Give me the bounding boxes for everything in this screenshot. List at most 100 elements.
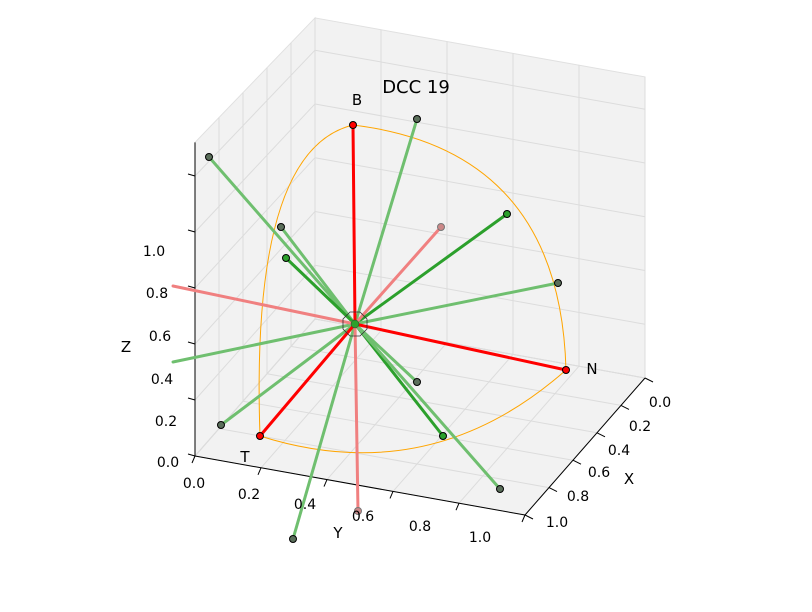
y-tick-mark [191,455,196,464]
neighbor-endpoint [554,279,562,287]
x-tick-label: 1.0 [546,515,568,531]
x-tick-mark [644,377,654,383]
z-tick-label: 0.4 [151,372,173,388]
neighbor-vector [353,212,509,326]
y-tick-mark [257,467,262,475]
neighbor-endpoint [439,432,447,440]
y-tick-mark [323,479,328,487]
z-tick-label: 0.8 [146,286,168,302]
grid-line [194,49,316,177]
z-tick-mark [187,285,196,289]
frame-vector-t [258,322,357,438]
x-axis-line [524,377,646,516]
y-tick-label: 1.0 [469,530,491,546]
x-tick-mark [620,404,630,410]
neighbor-endpoint [503,210,511,218]
x-tick-mark [524,514,534,520]
frame-endpoint [256,432,264,440]
frame-vector-minus-t [353,225,443,326]
neighbor-vector [284,256,357,326]
frame-label-b: B [352,91,362,109]
z-tick-label: 0.6 [149,329,171,345]
frame-endpoint-faded [354,507,362,515]
neighbor-vector [353,322,502,491]
x-tick-label: 0.6 [588,465,610,481]
y-tick-label: 0.8 [409,519,431,535]
y-tick-label: 0.4 [294,497,316,513]
z-tick-mark [187,397,196,401]
frame-endpoint [349,121,357,129]
neighbor-endpoint [277,223,285,231]
center-point [350,319,360,329]
z-tick-label: 1.0 [143,244,165,260]
y-tick-label: 0.2 [238,487,260,503]
neighbor-vector [171,322,357,364]
grid-line [266,373,598,434]
frame-endpoint-faded [437,223,445,231]
neighbor-endpoint [217,421,225,429]
z-tick-label: 0.2 [155,414,177,430]
neighbor-endpoint [282,254,290,262]
frame-vector-minus-n [171,284,357,326]
back-pane [314,17,646,379]
grid-line [194,264,316,401]
x-axis-label: X [624,470,634,488]
y-axis-line [194,455,526,516]
grid-line [194,157,316,289]
grid-line [194,103,316,233]
grid-line [314,210,646,271]
z-axis-label: Z [121,338,131,356]
x-tick-label: 0.4 [608,443,630,459]
frame-label-t: T [239,448,250,466]
neighbor-vector [353,117,419,326]
z-tick-label: 0.0 [157,455,179,471]
z-tick-mark [187,341,196,345]
grid-line [242,400,574,461]
grid-line [218,428,550,489]
x-tick-label: 0.8 [567,489,589,505]
grid-line [314,103,646,164]
x-tick-mark [548,487,558,493]
frame-vector-b [351,123,357,326]
y-tick-label: 0.0 [183,476,205,492]
y-tick-label: 0.6 [352,509,374,525]
neighbor-vector [291,322,357,541]
y-tick-mark [389,491,394,499]
grid-line [314,49,646,110]
arc-t-n [259,369,567,454]
grid-line [314,157,646,218]
neighbor-vector [353,281,560,326]
arc-b-n [352,124,567,371]
frame-vector-minus-b [353,322,360,513]
neighbor-vector [279,225,357,326]
y-tick-mark [455,503,460,511]
grid-line [194,318,316,457]
x-tick-label: 0.0 [649,395,671,411]
neighbor-endpoint [496,485,504,493]
frame-label-n: N [586,360,597,378]
grid-line [314,318,646,379]
neighbor-endpoint [289,535,297,543]
x-tick-mark [572,459,582,465]
neighbor-endpoint [413,115,421,123]
x-tick-mark [596,432,606,438]
grid-line [392,354,514,492]
neighbor-vector [353,322,419,384]
grid-line [458,365,580,504]
neighbor-endpoint [413,378,421,386]
arc-t-b [258,124,354,437]
neighbor-vector [207,155,357,326]
frame-endpoint [562,366,570,374]
frame-vector-n [353,322,568,372]
neighbor-vector [219,322,357,427]
center-marker [342,311,368,337]
grid-line [194,211,316,345]
chart-title: DCC 19 [382,77,450,98]
neighbor-endpoint [205,153,213,161]
z-tick-mark [187,453,196,457]
x-tick-label: 0.2 [629,419,651,435]
grid-line [260,330,382,469]
z-tick-mark [187,229,196,233]
